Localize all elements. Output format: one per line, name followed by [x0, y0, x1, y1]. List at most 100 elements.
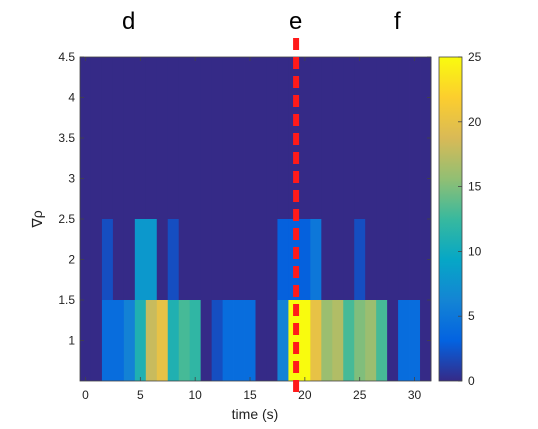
heatmap-cells	[80, 57, 432, 381]
colorbar	[438, 56, 463, 382]
heatmap-cell	[310, 219, 322, 300]
heatmap-cell	[299, 219, 311, 300]
heatmap-cell	[189, 219, 202, 300]
heatmap-cell	[101, 219, 114, 300]
heatmap-cell	[255, 300, 267, 381]
heatmap-cell	[200, 300, 213, 381]
heatmap-cell	[244, 219, 256, 300]
heatmap-cell	[420, 219, 432, 300]
y-tick-label: 3	[68, 172, 75, 186]
heatmap-cell	[310, 57, 322, 219]
heatmap-cell	[299, 57, 311, 219]
heatmap-cell	[332, 300, 344, 381]
heatmap-cell	[354, 300, 366, 381]
heatmap-cell	[299, 300, 311, 381]
heatmap-cell	[145, 300, 158, 381]
x-axis-label: time (s)	[232, 406, 279, 422]
heatmap-cell	[211, 57, 223, 219]
heatmap-cell	[343, 219, 355, 300]
panel-label-e: e	[289, 8, 303, 35]
heatmap-cell	[255, 219, 267, 300]
heatmap-cell	[321, 219, 333, 300]
heatmap-cell	[200, 57, 213, 219]
y-tick-label: 1.5	[58, 293, 75, 307]
heatmap-cell	[376, 57, 388, 219]
heatmap-cell	[178, 300, 191, 381]
heatmap-cell	[365, 300, 377, 381]
heatmap-cell	[365, 57, 377, 219]
heatmap-cell	[321, 300, 333, 381]
x-tick-label: 0	[82, 388, 89, 402]
heatmap-cell	[233, 57, 245, 219]
heatmap-cell	[101, 57, 114, 219]
heatmap-cell	[222, 219, 234, 300]
heatmap-cell	[376, 300, 388, 381]
x-tick-label: 15	[243, 388, 257, 402]
colorbar-tick-label: 25	[468, 50, 482, 64]
heatmap-cell	[101, 300, 114, 381]
heatmap-cell	[80, 219, 92, 300]
heatmap-cell	[90, 57, 103, 219]
heatmap-cell	[244, 57, 256, 219]
heatmap-cell	[156, 219, 169, 300]
heatmap-cell	[123, 57, 136, 219]
heatmap-cell	[112, 57, 125, 219]
heatmap-cell	[222, 57, 234, 219]
x-tick-label: 10	[188, 388, 202, 402]
y-tick-label: 4	[68, 91, 75, 105]
heatmap-cell	[343, 57, 355, 219]
heatmap-cell	[189, 57, 202, 219]
heatmap-cell	[134, 219, 147, 300]
colorbar-ticks: 0 5 10 15 20 25	[458, 50, 482, 388]
heatmap-cell	[277, 57, 289, 219]
y-tick-label: 1	[68, 334, 75, 348]
heatmap-cell	[112, 300, 125, 381]
heatmap-cell	[211, 300, 223, 381]
heatmap-cell	[420, 300, 432, 381]
heatmap-cell	[332, 219, 344, 300]
colorbar-tick-label: 0	[468, 374, 475, 388]
heatmap-cell	[288, 300, 300, 381]
heatmap-cell	[266, 57, 278, 219]
heatmap-cell	[80, 57, 92, 219]
heatmap-cell	[211, 219, 223, 300]
heatmap-cell	[321, 57, 333, 219]
heatmap-cell	[376, 219, 388, 300]
x-tick-label: 25	[353, 388, 367, 402]
heatmap-cell	[156, 300, 169, 381]
heatmap-cell	[80, 300, 92, 381]
y-tick-label: 2.5	[58, 212, 75, 226]
heatmap-cell	[233, 300, 245, 381]
heatmap-cell	[398, 300, 410, 381]
x-axis-ticks: 0 5 10 15 20 25 30	[82, 57, 422, 402]
y-tick-label: 4.5	[58, 50, 75, 64]
panel-label-f: f	[394, 8, 401, 35]
heatmap-cell	[178, 57, 191, 219]
heatmap-cell	[244, 300, 256, 381]
colorbar-tick-label: 5	[468, 309, 475, 323]
heatmap-cell	[387, 300, 399, 381]
x-tick-label: 5	[137, 388, 144, 402]
heatmap-cell	[145, 219, 158, 300]
heatmap-cell	[90, 300, 103, 381]
heatmap-cell	[200, 219, 213, 300]
heatmap-cell	[409, 57, 421, 219]
heatmap-cell	[365, 219, 377, 300]
y-axis-label: ∇ρ	[29, 210, 45, 228]
heatmap-cell	[189, 300, 202, 381]
heatmap-cell	[90, 219, 103, 300]
heatmap-cell	[123, 219, 136, 300]
heatmap-cell	[145, 57, 158, 219]
heatmap-cell	[266, 219, 278, 300]
heatmap-cell	[277, 300, 289, 381]
heatmap-cell	[354, 57, 366, 219]
heatmap-cell	[167, 57, 180, 219]
heatmap-cell	[409, 300, 421, 381]
heatmap-cell	[112, 219, 125, 300]
heatmap-cell	[332, 57, 344, 219]
colorbar-tick-label: 10	[468, 244, 482, 258]
heatmap-cell	[134, 300, 147, 381]
y-tick-label: 3.5	[58, 131, 75, 145]
heatmap-cell	[409, 219, 421, 300]
heatmap-cell	[123, 300, 136, 381]
